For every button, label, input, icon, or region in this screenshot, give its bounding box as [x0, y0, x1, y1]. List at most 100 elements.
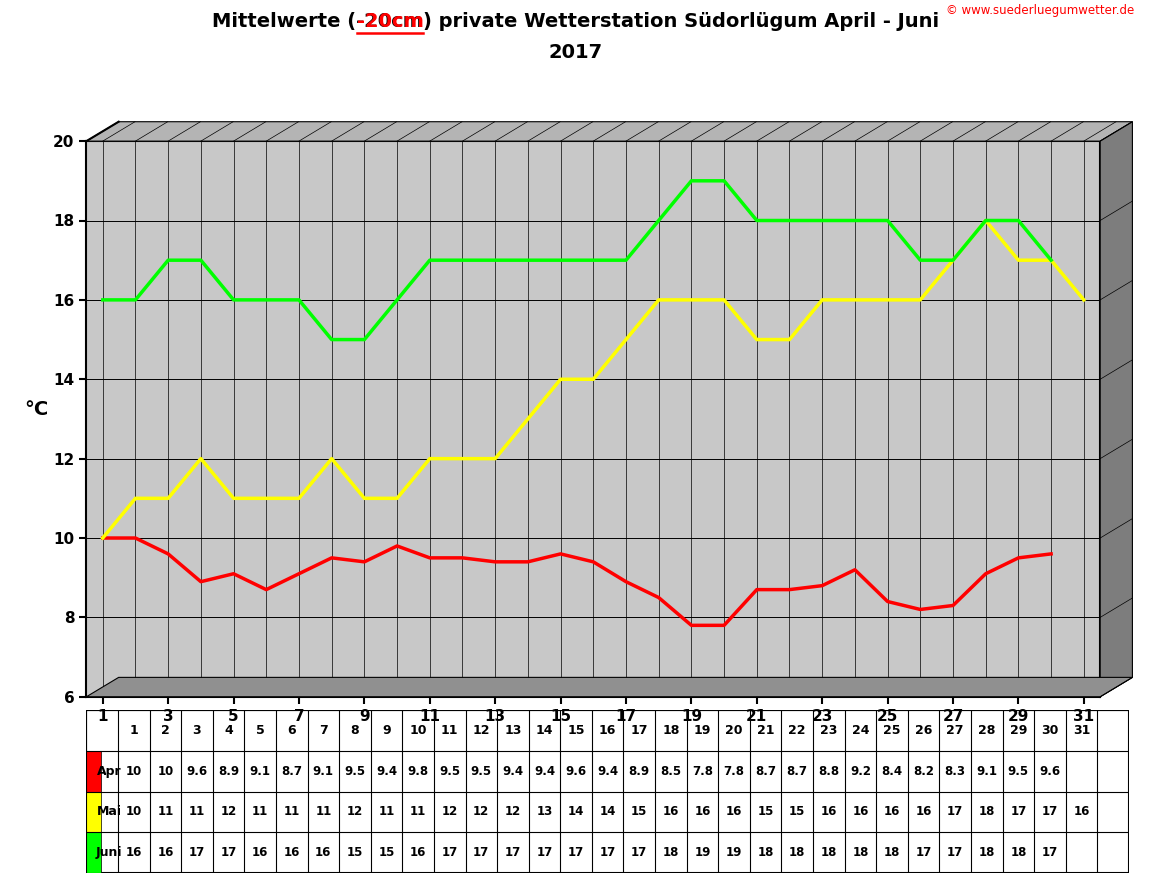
Text: 8.3: 8.3 [945, 765, 965, 778]
Text: 12: 12 [472, 724, 490, 736]
Text: 13: 13 [537, 805, 553, 818]
Text: 15: 15 [567, 724, 585, 736]
Text: 17: 17 [631, 847, 647, 859]
Text: 9.4: 9.4 [533, 765, 555, 778]
Bar [86, 751, 100, 792]
Text: 9.1: 9.1 [313, 765, 334, 778]
Text: 17: 17 [599, 847, 616, 859]
Text: 11: 11 [158, 805, 174, 818]
Text: 6: 6 [288, 724, 296, 736]
Text: 18: 18 [884, 847, 900, 859]
Text: 9.6: 9.6 [566, 765, 586, 778]
Text: 7.8: 7.8 [723, 765, 744, 778]
Text: 17: 17 [473, 847, 490, 859]
Text: 8.9: 8.9 [218, 765, 240, 778]
Text: 8.4: 8.4 [881, 765, 902, 778]
Text: 16: 16 [252, 847, 268, 859]
Text: 18: 18 [820, 847, 838, 859]
Text: 8.2: 8.2 [914, 765, 934, 778]
Text: 19: 19 [695, 847, 711, 859]
Text: 30: 30 [1041, 724, 1059, 736]
Text: 18: 18 [978, 805, 995, 818]
Text: 4: 4 [225, 724, 233, 736]
Text: 16: 16 [157, 847, 174, 859]
Text: 14: 14 [536, 724, 553, 736]
Text: 18: 18 [978, 847, 995, 859]
Text: 9.8: 9.8 [408, 765, 429, 778]
Text: 2: 2 [161, 724, 169, 736]
Text: 19: 19 [726, 847, 742, 859]
Text: 16: 16 [916, 805, 932, 818]
Text: 10: 10 [158, 765, 174, 778]
Y-axis label: °C: °C [24, 400, 48, 419]
Text: 11: 11 [252, 805, 268, 818]
Text: -20cm: -20cm [357, 11, 424, 31]
Text: 16: 16 [316, 847, 332, 859]
Text: 15: 15 [378, 847, 395, 859]
Text: 12: 12 [505, 805, 521, 818]
Text: 9.2: 9.2 [850, 765, 871, 778]
Text: 9: 9 [382, 724, 391, 736]
Text: 9.5: 9.5 [439, 765, 461, 778]
Text: 14: 14 [599, 805, 616, 818]
Text: Apr: Apr [97, 765, 121, 778]
Text: 9.6: 9.6 [1039, 765, 1061, 778]
Text: 22: 22 [788, 724, 806, 736]
Text: 20: 20 [726, 724, 743, 736]
Bar [86, 792, 100, 833]
Text: 26: 26 [915, 724, 932, 736]
Text: 17: 17 [1041, 805, 1058, 818]
Text: 16: 16 [599, 724, 616, 736]
Text: 8.7: 8.7 [756, 765, 776, 778]
Text: 16: 16 [410, 847, 426, 859]
Text: 12: 12 [473, 805, 490, 818]
Text: 9.6: 9.6 [187, 765, 207, 778]
Text: 7.8: 7.8 [692, 765, 713, 778]
Text: 31: 31 [1073, 724, 1090, 736]
Text: 17: 17 [947, 805, 963, 818]
Text: 18: 18 [662, 847, 679, 859]
Text: 17: 17 [1041, 847, 1058, 859]
Text: 10: 10 [126, 805, 142, 818]
Text: 18: 18 [852, 847, 869, 859]
Text: 16: 16 [852, 805, 869, 818]
Text: 23: 23 [820, 724, 838, 736]
Text: 11: 11 [189, 805, 205, 818]
Text: 9.1: 9.1 [250, 765, 271, 778]
Text: 10: 10 [126, 765, 142, 778]
Text: 8.7: 8.7 [787, 765, 808, 778]
Text: 16: 16 [662, 805, 679, 818]
Text: 18: 18 [758, 847, 774, 859]
Text: 17: 17 [189, 847, 205, 859]
Text: 9.4: 9.4 [376, 765, 397, 778]
Text: 17: 17 [505, 847, 521, 859]
Text: 29: 29 [1009, 724, 1028, 736]
Text: 15: 15 [789, 805, 805, 818]
Text: 11: 11 [410, 805, 426, 818]
Text: 15: 15 [347, 847, 363, 859]
Text: Juni: Juni [96, 847, 122, 859]
Text: 9.4: 9.4 [597, 765, 619, 778]
Text: 15: 15 [758, 805, 774, 818]
Text: 11: 11 [316, 805, 332, 818]
Text: 8.9: 8.9 [629, 765, 650, 778]
Text: 9.4: 9.4 [502, 765, 523, 778]
Text: 8: 8 [350, 724, 359, 736]
Text: 8.7: 8.7 [281, 765, 302, 778]
Text: 9.5: 9.5 [471, 765, 492, 778]
Text: 17: 17 [220, 847, 236, 859]
Text: 3: 3 [192, 724, 202, 736]
Text: 25: 25 [884, 724, 901, 736]
Text: 17: 17 [1010, 805, 1026, 818]
Text: 8.5: 8.5 [660, 765, 682, 778]
Text: 11: 11 [283, 805, 300, 818]
Text: 18: 18 [789, 847, 805, 859]
Text: 19: 19 [694, 724, 711, 736]
Text: 12: 12 [347, 805, 363, 818]
Text: 15: 15 [631, 805, 647, 818]
Text: 16: 16 [820, 805, 838, 818]
Text: 16: 16 [1074, 805, 1090, 818]
Bar [86, 833, 100, 873]
Text: 16: 16 [884, 805, 900, 818]
Text: 8.8: 8.8 [818, 765, 840, 778]
